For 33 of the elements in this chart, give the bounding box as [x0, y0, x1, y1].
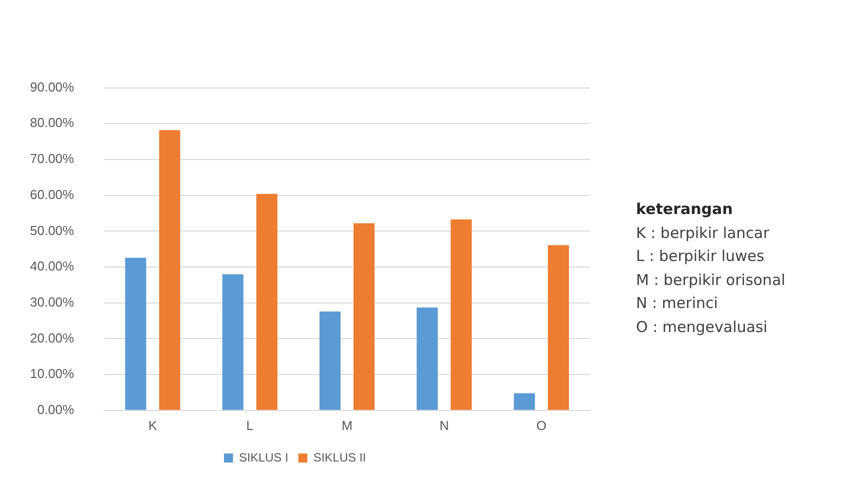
bar — [159, 130, 180, 410]
x-tick-label: O — [536, 418, 546, 433]
y-tick-label: 70.00% — [30, 151, 75, 166]
y-tick-label: 90.00% — [30, 79, 75, 94]
text: N : merinci — [636, 293, 719, 314]
text: L : berpikir luwes — [636, 246, 766, 267]
y-tick-label: 50.00% — [30, 222, 75, 238]
bar — [548, 245, 569, 410]
x-tick-label: M — [342, 418, 352, 433]
bar — [256, 194, 278, 410]
bar — [450, 219, 472, 410]
y-tick-label: 20.00% — [30, 330, 75, 346]
y-tick-label: 30.00% — [30, 294, 75, 310]
y-tick-label: 80.00% — [30, 115, 75, 130]
y-tick-label: 60.00% — [30, 186, 75, 202]
text: M : berpikir orisonal — [636, 270, 786, 290]
legend-label: SIKLUS II — [313, 450, 366, 464]
y-tick-label: 40.00% — [30, 258, 75, 274]
bar — [354, 223, 375, 410]
legend-label: SIKLUS I — [238, 450, 288, 464]
bar — [416, 308, 438, 410]
x-tick-label: L — [246, 418, 254, 433]
y-tick-label: 0.00% — [37, 402, 75, 417]
bar — [222, 274, 244, 410]
text: keterangan — [636, 199, 734, 220]
bar — [125, 258, 146, 410]
y-tick-label: 10.00% — [30, 366, 75, 382]
text: O : mengevaluasi — [636, 316, 768, 338]
x-tick-label: N — [440, 418, 449, 433]
text: K : berpikir lancar — [636, 222, 770, 244]
bar — [319, 311, 341, 410]
bar — [514, 393, 535, 410]
x-tick-label: K — [148, 418, 158, 433]
